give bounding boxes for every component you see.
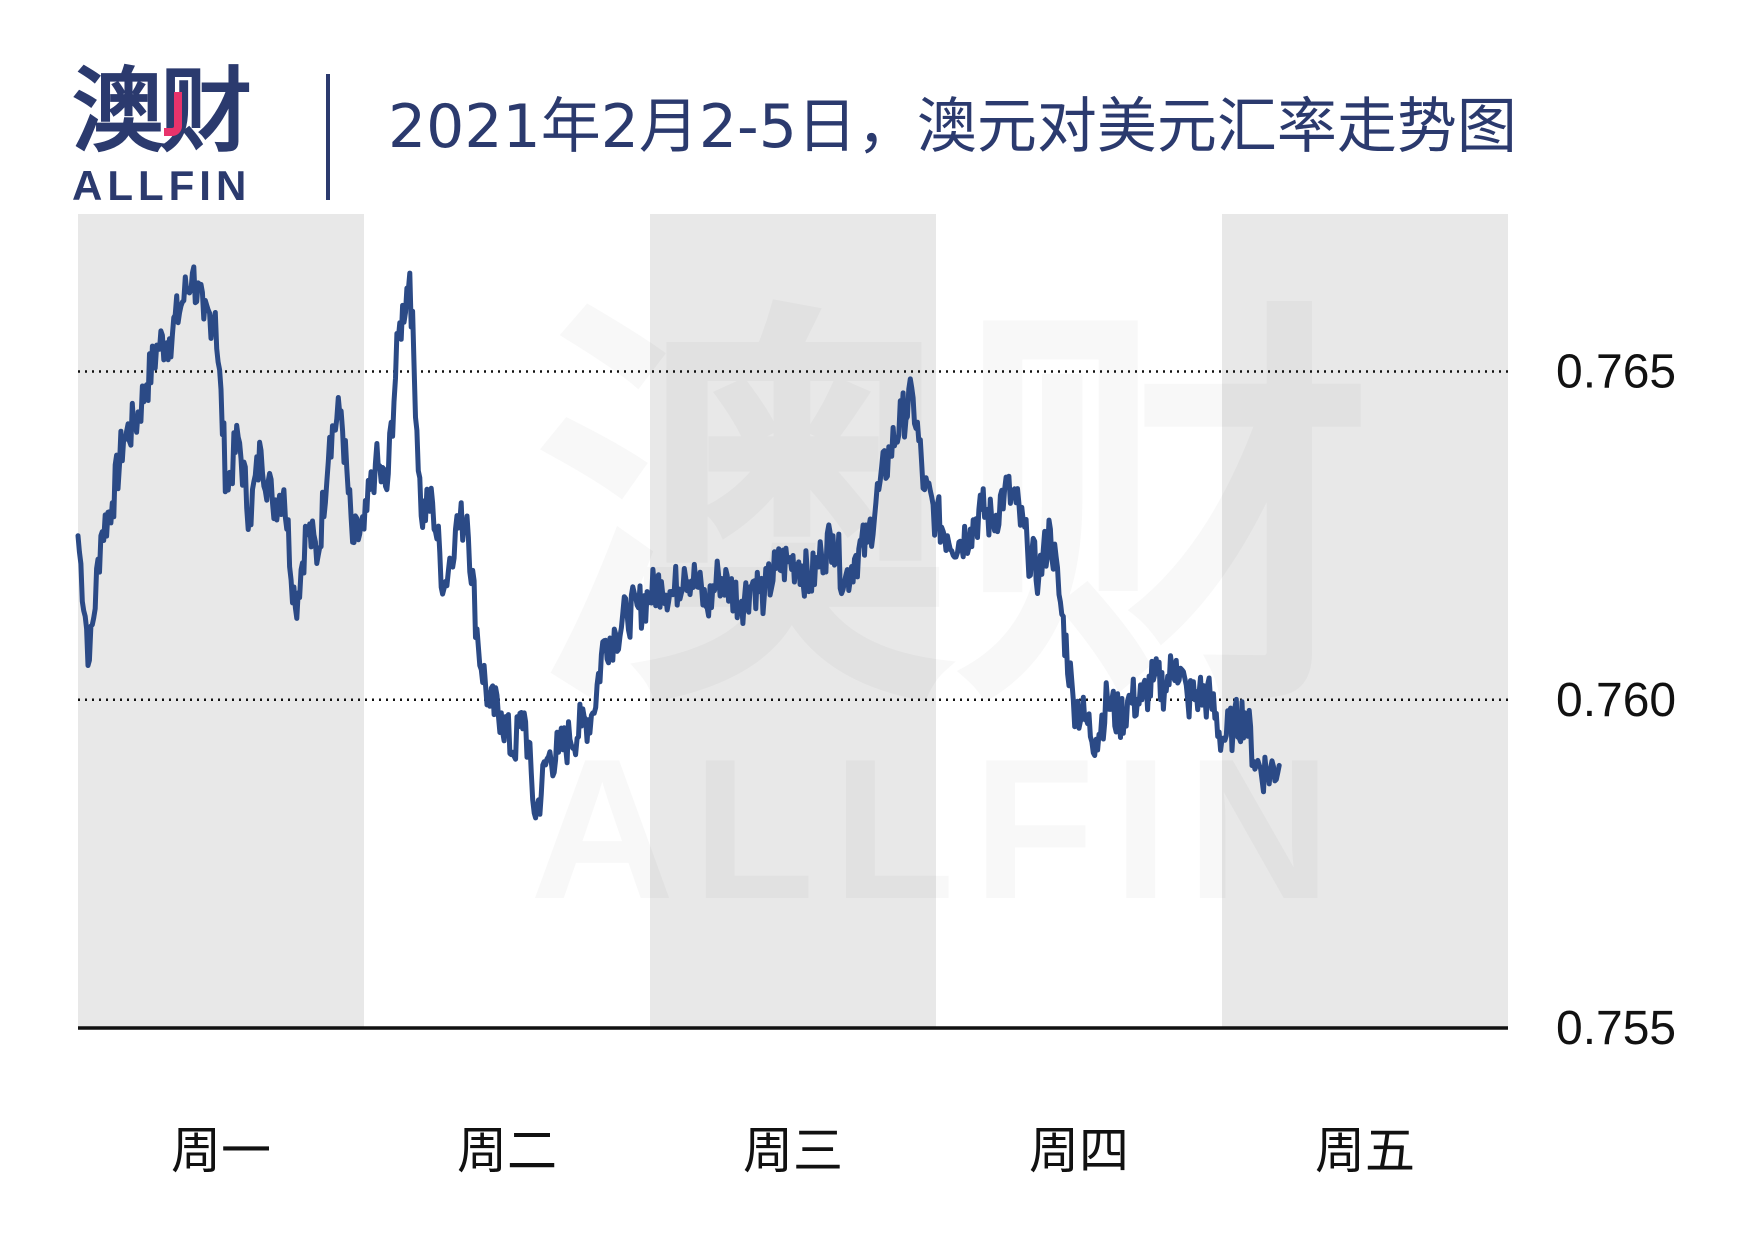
brand-logo-en: ALLFIN (72, 162, 252, 209)
x-tick-label-5: 周五 (1315, 1122, 1415, 1180)
gridlines (78, 370, 1508, 1030)
x-tick-label-2: 周二 (457, 1122, 557, 1180)
y-tick-labels: 0.765 0.760 0.755 (1556, 346, 1676, 1055)
chart-title: 2021年2月2-5日，澳元对美元汇率走势图 (388, 92, 1517, 162)
watermark-cn: 澳财 (534, 271, 1374, 760)
y-tick-label-3: 0.755 (1556, 1002, 1676, 1055)
rate-series-line (75, 264, 1282, 821)
header-divider (326, 74, 330, 200)
x-tick-label-1: 周一 (171, 1122, 271, 1180)
brand-accent-mark (164, 92, 182, 136)
x-tick-label-3: 周三 (743, 1122, 843, 1180)
y-tick-label-2: 0.760 (1556, 674, 1676, 727)
y-tick-label-1: 0.765 (1556, 346, 1676, 399)
brand-logo-cn: 澳财 (72, 58, 252, 165)
x-tick-label-4: 周四 (1029, 1122, 1129, 1180)
brand-logo: 澳财 ALLFIN (72, 62, 272, 208)
day-band-5 (1222, 214, 1508, 1028)
day-band-3 (650, 214, 936, 1028)
x-tick-labels: 周一 周二 周三 周四 周五 (171, 1122, 1415, 1180)
day-bands (78, 214, 1508, 1028)
watermark-en: ALLFIN (530, 718, 1349, 941)
day-band-1 (78, 214, 364, 1028)
